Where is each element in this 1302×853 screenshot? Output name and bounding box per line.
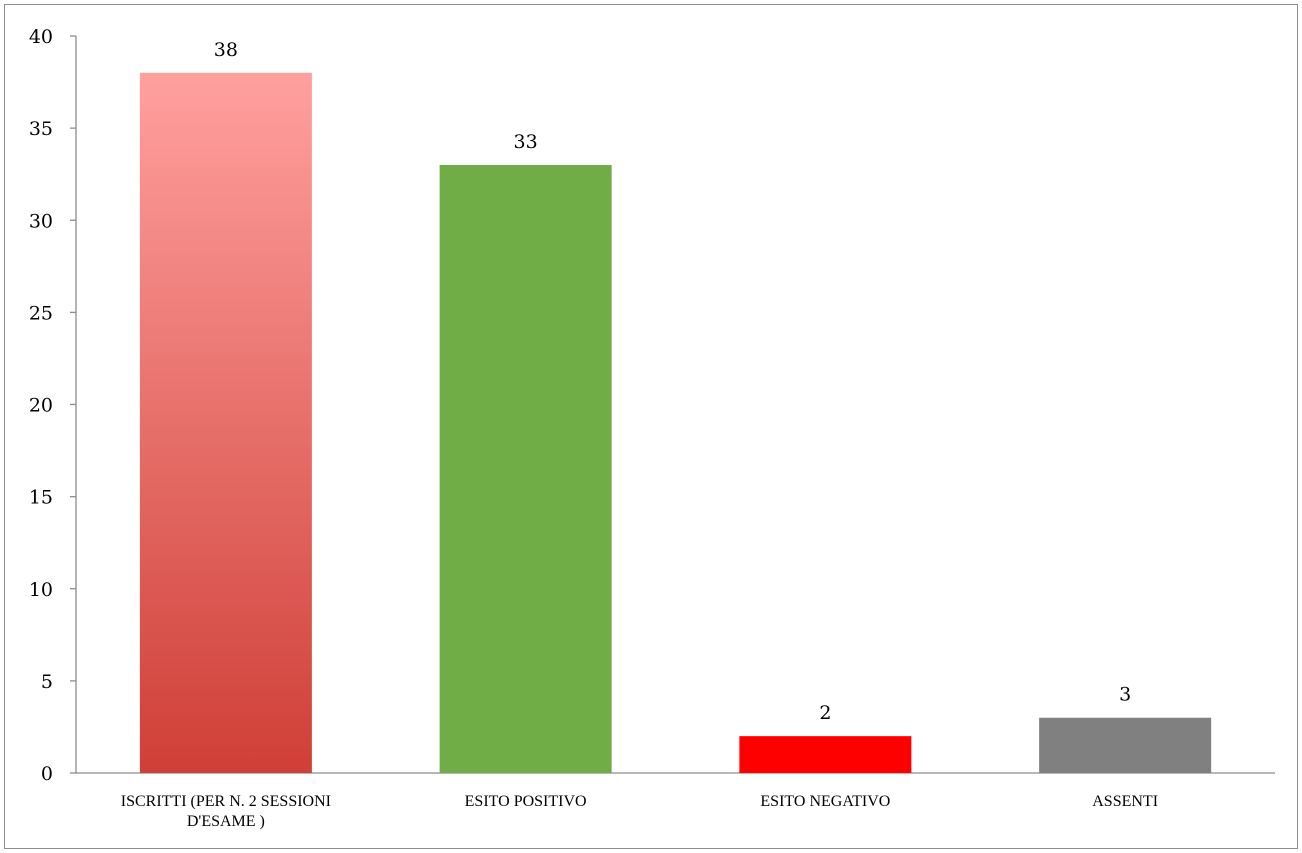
bar — [439, 164, 612, 774]
bar — [139, 72, 312, 774]
chart-frame: 0 5 10 15 20 25 30 35 40 38 33 2 3 ISCRITTI (PER N.… — [4, 4, 1298, 849]
data-labels: 38 33 2 3 — [214, 39, 1131, 724]
y-tick-label: 10 — [29, 579, 53, 601]
bar-chart: 0 5 10 15 20 25 30 35 40 38 33 2 3 ISCRITTI (PER N.… — [29, 26, 1275, 830]
category-labels: ISCRITTI (PER N. 2 SESSIONI D'ESAME ) ESIT… — [121, 793, 1158, 830]
category-label: ISCRITTI (PER N. 2 SESSIONI — [121, 793, 331, 810]
data-label: 33 — [514, 131, 538, 153]
bar — [739, 736, 912, 773]
category-label: ESITO NEGATIVO — [760, 793, 890, 810]
y-tick-label: 0 — [41, 763, 53, 785]
data-label: 38 — [214, 39, 238, 61]
category-label: ESITO POSITIVO — [465, 793, 587, 810]
y-tick-label: 40 — [29, 26, 53, 48]
category-label: ASSENTI — [1092, 793, 1158, 810]
category-label: D'ESAME ) — [187, 813, 265, 830]
data-label: 3 — [1119, 684, 1131, 706]
bar — [1039, 717, 1212, 773]
y-tick-label: 35 — [29, 118, 53, 140]
y-tick-label: 20 — [29, 395, 53, 417]
y-tick-label: 30 — [29, 210, 53, 232]
y-tick-labels: 0 5 10 15 20 25 30 35 40 — [29, 26, 76, 785]
y-tick-label: 25 — [29, 302, 53, 324]
y-tick-label: 5 — [41, 671, 53, 693]
data-label: 2 — [819, 702, 831, 724]
bars — [139, 72, 1212, 774]
y-tick-label: 15 — [29, 487, 53, 509]
